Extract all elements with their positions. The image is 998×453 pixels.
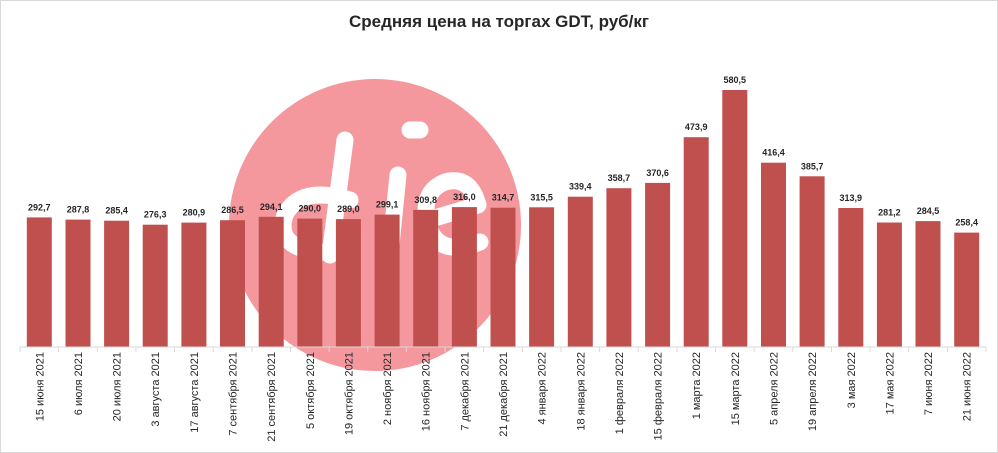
bar <box>374 214 400 347</box>
data-label: 290,0 <box>299 204 322 214</box>
category-label: 15 июня 2021 <box>34 352 46 421</box>
bar <box>65 219 91 347</box>
data-label: 314,7 <box>492 193 515 203</box>
bar <box>529 207 555 347</box>
bar <box>413 209 439 347</box>
data-label: 258,4 <box>955 218 978 228</box>
bar <box>761 162 786 347</box>
data-label: 315,5 <box>530 192 553 202</box>
category-label: 15 марта 2022 <box>730 352 742 425</box>
category-label: 3 мая 2022 <box>846 352 858 408</box>
bar <box>683 137 709 347</box>
category-label: 19 апреля 2022 <box>807 352 819 431</box>
bar <box>451 207 477 347</box>
category-label: 18 января 2022 <box>575 352 587 431</box>
data-label: 285,4 <box>105 206 128 216</box>
category-label: 3 августа 2021 <box>150 352 162 427</box>
bar <box>181 222 207 347</box>
bar <box>142 224 168 347</box>
data-label: 280,9 <box>183 208 206 218</box>
category-label: 1 марта 2022 <box>691 352 703 419</box>
category-label: 15 февраля 2022 <box>653 352 665 440</box>
category-label: 2 ноября 2021 <box>382 352 394 425</box>
data-label: 313,9 <box>840 193 863 203</box>
data-label: 358,7 <box>608 173 631 183</box>
bar <box>799 176 825 347</box>
bar <box>297 218 323 347</box>
bar <box>645 182 671 347</box>
category-label: 17 мая 2022 <box>884 352 896 414</box>
data-label: 370,6 <box>646 168 669 178</box>
category-label: 16 ноября 2021 <box>421 352 433 431</box>
category-label: 1 февраля 2022 <box>614 352 626 434</box>
data-label: 309,8 <box>414 195 437 205</box>
category-label: 4 января 2022 <box>537 352 549 425</box>
data-label: 284,5 <box>917 206 940 216</box>
bar <box>26 217 52 347</box>
data-label: 286,5 <box>221 205 244 215</box>
bar <box>335 219 361 347</box>
data-label: 294,1 <box>260 202 283 212</box>
data-label: 276,3 <box>144 210 167 220</box>
category-label: 19 октября 2021 <box>343 352 355 435</box>
bar <box>876 222 902 347</box>
data-label: 287,8 <box>67 205 90 215</box>
bar <box>258 216 284 347</box>
category-label: 20 июля 2021 <box>112 352 124 421</box>
bar <box>722 90 748 347</box>
category-label: 7 декабря 2021 <box>459 352 471 431</box>
data-label: 473,9 <box>685 122 708 132</box>
bar <box>104 220 130 347</box>
data-label: 281,2 <box>878 208 901 218</box>
chart-title: Средняя цена на торгах GDT, руб/кг <box>349 12 649 31</box>
data-label: 416,4 <box>762 148 785 158</box>
bar <box>915 221 941 347</box>
category-label: 21 декабря 2021 <box>498 352 510 437</box>
data-label: 580,5 <box>724 75 747 85</box>
category-label: 21 июня 2022 <box>962 352 974 421</box>
data-label: 289,0 <box>337 204 360 214</box>
category-label: 17 августа 2021 <box>189 352 201 433</box>
bar <box>220 220 245 347</box>
bar <box>954 232 980 347</box>
bar <box>490 207 516 347</box>
data-label: 339,4 <box>569 182 592 192</box>
category-label: 6 июля 2021 <box>73 352 85 415</box>
category-label: 5 апреля 2022 <box>769 352 781 425</box>
data-label: 316,0 <box>453 192 476 202</box>
data-label: 385,7 <box>801 161 824 171</box>
bar <box>838 208 864 347</box>
data-label: 292,7 <box>28 202 51 212</box>
category-label: 5 октября 2021 <box>305 352 317 429</box>
bar <box>567 196 593 347</box>
category-label: 7 июня 2022 <box>923 352 935 415</box>
category-label: 21 сентября 2021 <box>266 352 278 442</box>
data-label: 299,1 <box>376 200 399 210</box>
bar <box>606 188 632 347</box>
category-label: 7 сентября 2021 <box>228 352 240 436</box>
